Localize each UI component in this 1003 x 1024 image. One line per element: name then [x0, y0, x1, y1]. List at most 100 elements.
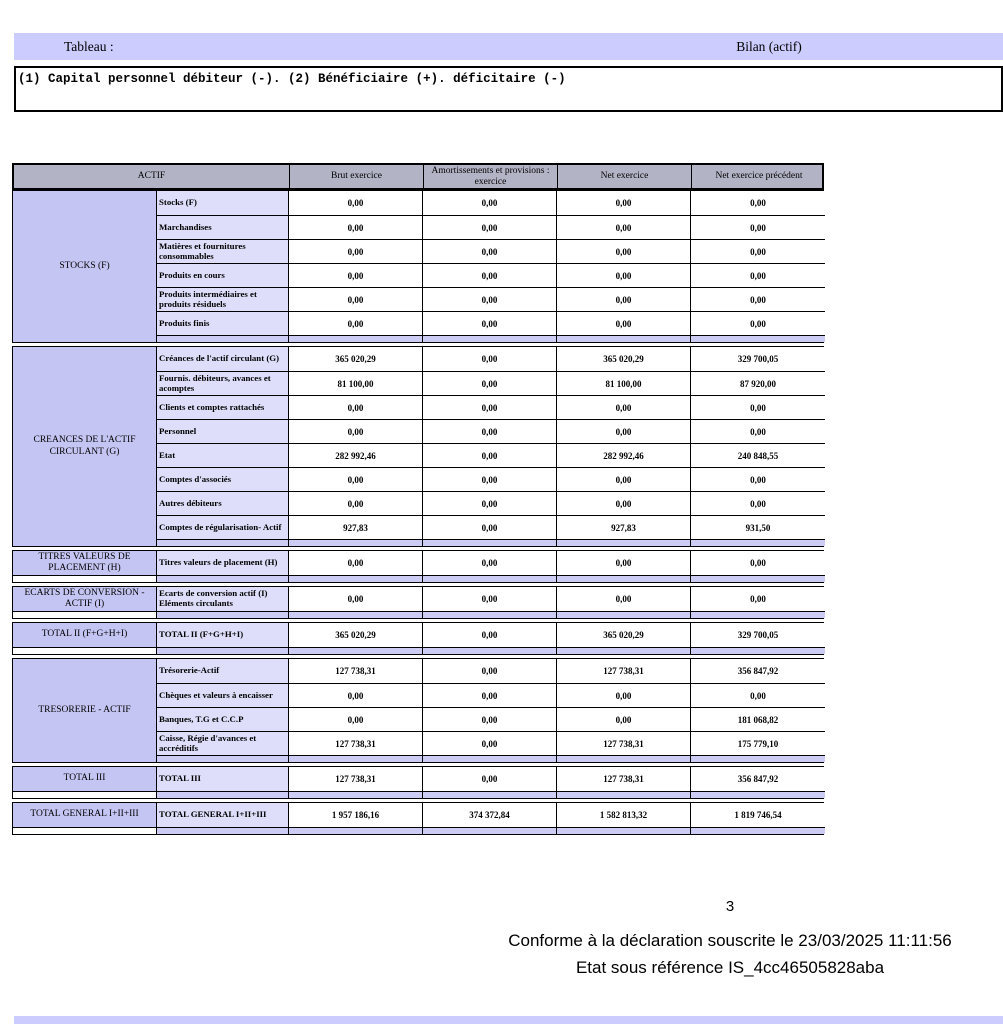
spacer: [556, 755, 690, 762]
cell-value: 0,00: [422, 239, 556, 263]
cell-value: 0,00: [422, 347, 556, 371]
cell-value: 365 020,29: [556, 623, 690, 647]
cell-value: 0,00: [690, 395, 825, 419]
row-label: Stocks (F): [156, 191, 288, 215]
table-group: TOTAL III TOTAL III 127 738,31 0,00 127 738,…: [12, 766, 825, 799]
cell-value: 0,00: [422, 623, 556, 647]
spacer: [556, 335, 690, 342]
row-label: TOTAL III: [156, 767, 288, 791]
spacer: [13, 647, 156, 654]
cell-value: 329 700,05: [690, 623, 825, 647]
cell-value: 356 847,92: [690, 659, 825, 683]
spacer: [690, 827, 825, 834]
note-text: (1) Capital personnel débiteur (-). (2) …: [18, 72, 566, 86]
table-header: ACTIF Brut exercice Amortissements et prov…: [12, 163, 824, 190]
balance-table: ACTIF Brut exercice Amortissements et prov…: [12, 163, 825, 835]
row-label: Autres débiteurs: [156, 491, 288, 515]
cell-value: 0,00: [556, 263, 690, 287]
spacer: [288, 827, 422, 834]
cell-value: 127 738,31: [556, 767, 690, 791]
cell-value: 0,00: [556, 287, 690, 311]
row-label: Clients et comptes rattachés: [156, 395, 288, 419]
row-label: Comptes de régularisation- Actif: [156, 515, 288, 539]
spacer: [556, 575, 690, 582]
cell-value: 0,00: [422, 767, 556, 791]
cell-value: 0,00: [556, 215, 690, 239]
spacer: [422, 647, 556, 654]
group-category: TOTAL GENERAL I+II+III: [13, 803, 156, 827]
cell-value: 87 920,00: [690, 371, 825, 395]
cell-value: 0,00: [556, 683, 690, 707]
spacer: [690, 539, 825, 546]
cell-value: 0,00: [556, 551, 690, 575]
row-label: Etat: [156, 443, 288, 467]
cell-value: 81 100,00: [288, 371, 422, 395]
cell-value: 0,00: [690, 263, 825, 287]
cell-value: 365 020,29: [288, 347, 422, 371]
cell-value: 0,00: [422, 419, 556, 443]
cell-value: 0,00: [422, 491, 556, 515]
row-label: TOTAL II (F+G+H+I): [156, 623, 288, 647]
spacer: [288, 755, 422, 762]
cell-value: 0,00: [422, 371, 556, 395]
spacer: [556, 611, 690, 618]
cell-value: 0,00: [288, 311, 422, 335]
cell-value: 81 100,00: [556, 371, 690, 395]
group-category: CREANCES DE L'ACTIF CIRCULANT (G): [13, 347, 156, 546]
spacer: [288, 647, 422, 654]
cell-value: 0,00: [690, 491, 825, 515]
cell-value: 240 848,55: [690, 443, 825, 467]
spacer: [156, 755, 288, 762]
cell-value: 0,00: [690, 191, 825, 215]
cell-value: 0,00: [288, 551, 422, 575]
cell-value: 0,00: [422, 551, 556, 575]
spacer: [156, 335, 288, 342]
spacer: [13, 827, 156, 834]
row-label: Chèques et valeurs à encaisser: [156, 683, 288, 707]
spacer: [556, 647, 690, 654]
cell-value: 282 992,46: [288, 443, 422, 467]
row-label: Produits intermédiaires et produits rési…: [156, 287, 288, 311]
table-group: STOCKS (F) Stocks (F) 0,00 0,00 0,00 0,00 Marc…: [12, 190, 825, 343]
header-cell: Net exercice: [557, 165, 691, 188]
cell-value: 127 738,31: [288, 659, 422, 683]
header-cell: Brut exercice: [289, 165, 423, 188]
row-label: Produits en cours: [156, 263, 288, 287]
spacer: [690, 791, 825, 798]
cell-value: 0,00: [288, 191, 422, 215]
page-number: 3: [725, 898, 735, 915]
table-group: CREANCES DE L'ACTIF CIRCULANT (G) Créance…: [12, 346, 825, 547]
cell-value: 0,00: [422, 731, 556, 755]
row-label: Titres valeurs de placement (H): [156, 551, 288, 575]
banner-title: Bilan (actif): [736, 38, 802, 54]
cell-value: 0,00: [690, 683, 825, 707]
spacer: [422, 791, 556, 798]
spacer: [156, 647, 288, 654]
group-category: TRESORERIE - ACTIF: [13, 659, 156, 762]
cell-value: 0,00: [690, 467, 825, 491]
cell-value: 0,00: [556, 191, 690, 215]
cell-value: 0,00: [690, 215, 825, 239]
cell-value: 1 957 186,16: [288, 803, 422, 827]
cell-value: 0,00: [556, 395, 690, 419]
spacer: [422, 575, 556, 582]
cell-value: 365 020,29: [556, 347, 690, 371]
row-label: Produits finis: [156, 311, 288, 335]
spacer: [13, 575, 156, 582]
spacer: [156, 575, 288, 582]
note-box: (1) Capital personnel débiteur (-). (2) …: [14, 66, 1003, 112]
row-label: Trésorerie-Actif: [156, 659, 288, 683]
cell-value: 282 992,46: [556, 443, 690, 467]
cell-value: 0,00: [288, 467, 422, 491]
spacer: [556, 791, 690, 798]
cell-value: 0,00: [422, 515, 556, 539]
row-label: Créances de l'actif circulant (G): [156, 347, 288, 371]
cell-value: 0,00: [288, 419, 422, 443]
cell-value: 0,00: [690, 587, 825, 611]
footer-reference: Etat sous référence IS_4cc46505828aba: [575, 958, 885, 977]
row-label: Personnel: [156, 419, 288, 443]
cell-value: 1 582 813,32: [556, 803, 690, 827]
footer-conformity: Conforme à la déclaration souscrite le 2…: [508, 931, 952, 950]
table-group: TOTAL II (F+G+H+I) TOTAL II (F+G+H+I) 365 …: [12, 622, 825, 655]
cell-value: 0,00: [288, 491, 422, 515]
